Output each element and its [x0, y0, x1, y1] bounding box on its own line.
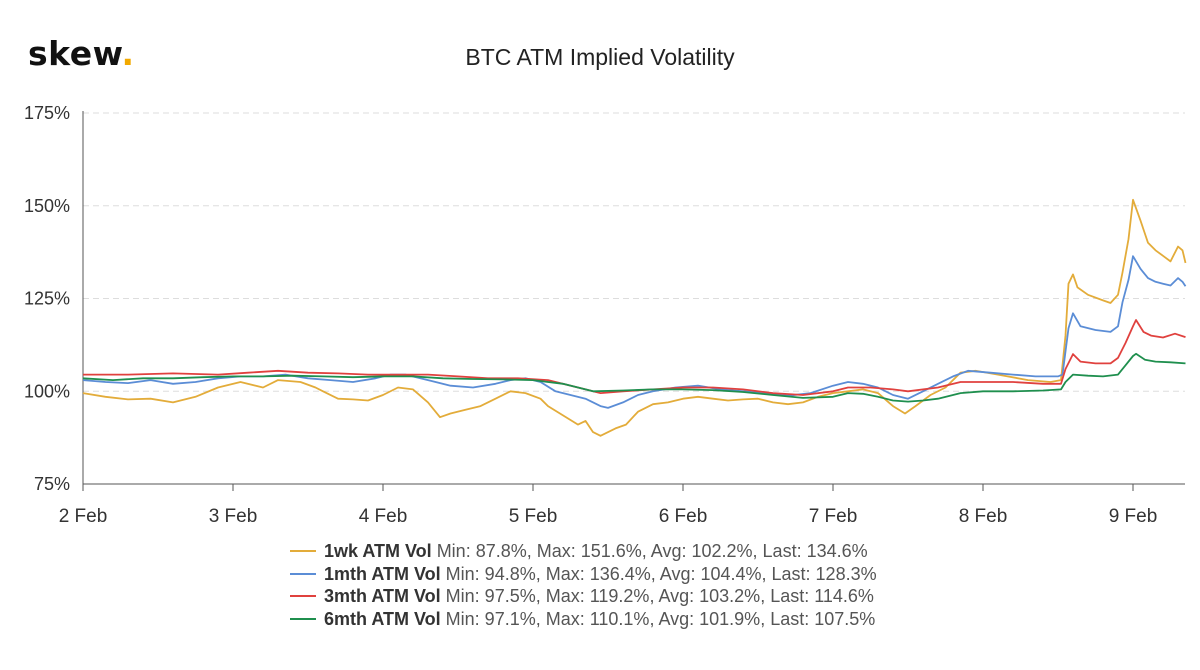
legend-series-stats: Min: 97.5%, Max: 119.2%, Avg: 103.2%, La… [445, 586, 874, 606]
legend-series-stats: Min: 87.8%, Max: 151.6%, Avg: 102.2%, La… [436, 541, 868, 561]
legend-series-name: 1wk ATM Vol [324, 541, 432, 561]
series-line-3mth [83, 319, 1186, 396]
x-tick-label: 7 Feb [809, 506, 858, 527]
legend-item-1wk[interactable]: 1wk ATM Vol Min: 87.8%, Max: 151.6%, Avg… [290, 540, 877, 563]
legend-series-stats: Min: 94.8%, Max: 136.4%, Avg: 104.4%, La… [445, 563, 877, 584]
legend-item-3mth[interactable]: 3mth ATM Vol Min: 97.5%, Max: 119.2%, Av… [290, 585, 877, 608]
y-tick-label: 75% [34, 474, 70, 494]
x-tick-label: 9 Feb [1109, 506, 1158, 527]
y-tick-label: 100% [24, 381, 70, 401]
legend-swatch-1mth [290, 572, 316, 575]
series-line-6mth [82, 352, 1186, 403]
legend-item-1mth[interactable]: 1mth ATM Vol Min: 94.8%, Max: 136.4%, Av… [290, 563, 877, 586]
legend-series-name: 6mth ATM Vol [324, 608, 441, 629]
chart-title: BTC ATM Implied Volatility [465, 44, 735, 70]
y-tick-label: 150% [24, 196, 70, 216]
x-tick-label: 4 Feb [359, 506, 408, 527]
legend-series-name: 3mth ATM Vol [324, 586, 441, 606]
logo-text: skew [28, 34, 122, 73]
legend-series-name: 1mth ATM Vol [324, 563, 441, 584]
y-tick-label: 175% [24, 103, 70, 123]
legend-series-stats: Min: 97.1%, Max: 110.1%, Avg: 101.9%, La… [445, 608, 876, 629]
x-tick-label: 5 Feb [509, 506, 558, 527]
legend-swatch-6mth [290, 617, 316, 620]
series-line-1wk [82, 198, 1187, 437]
x-tick-label: 6 Feb [659, 506, 708, 527]
series-line-1mth [82, 255, 1187, 409]
x-tick-label: 2 Feb [59, 506, 108, 527]
chart-legend: 1wk ATM Vol Min: 87.8%, Max: 151.6%, Avg… [290, 540, 877, 630]
legend-item-6mth[interactable]: 6mth ATM Vol Min: 97.1%, Max: 110.1%, Av… [290, 608, 877, 631]
legend-swatch-3mth [290, 595, 316, 598]
x-tick-label: 3 Feb [209, 506, 258, 527]
legend-swatch-1wk [290, 550, 316, 553]
line-chart: 75% 100% 125% 150% 175% 2 Feb 3 Feb 4 Feb 5 Feb 6… [24, 103, 1187, 527]
x-tick-label: 8 Feb [959, 506, 1008, 527]
y-tick-label: 125% [24, 289, 70, 309]
logo-dot: . [121, 34, 135, 73]
skew-logo: skew. [28, 34, 135, 73]
